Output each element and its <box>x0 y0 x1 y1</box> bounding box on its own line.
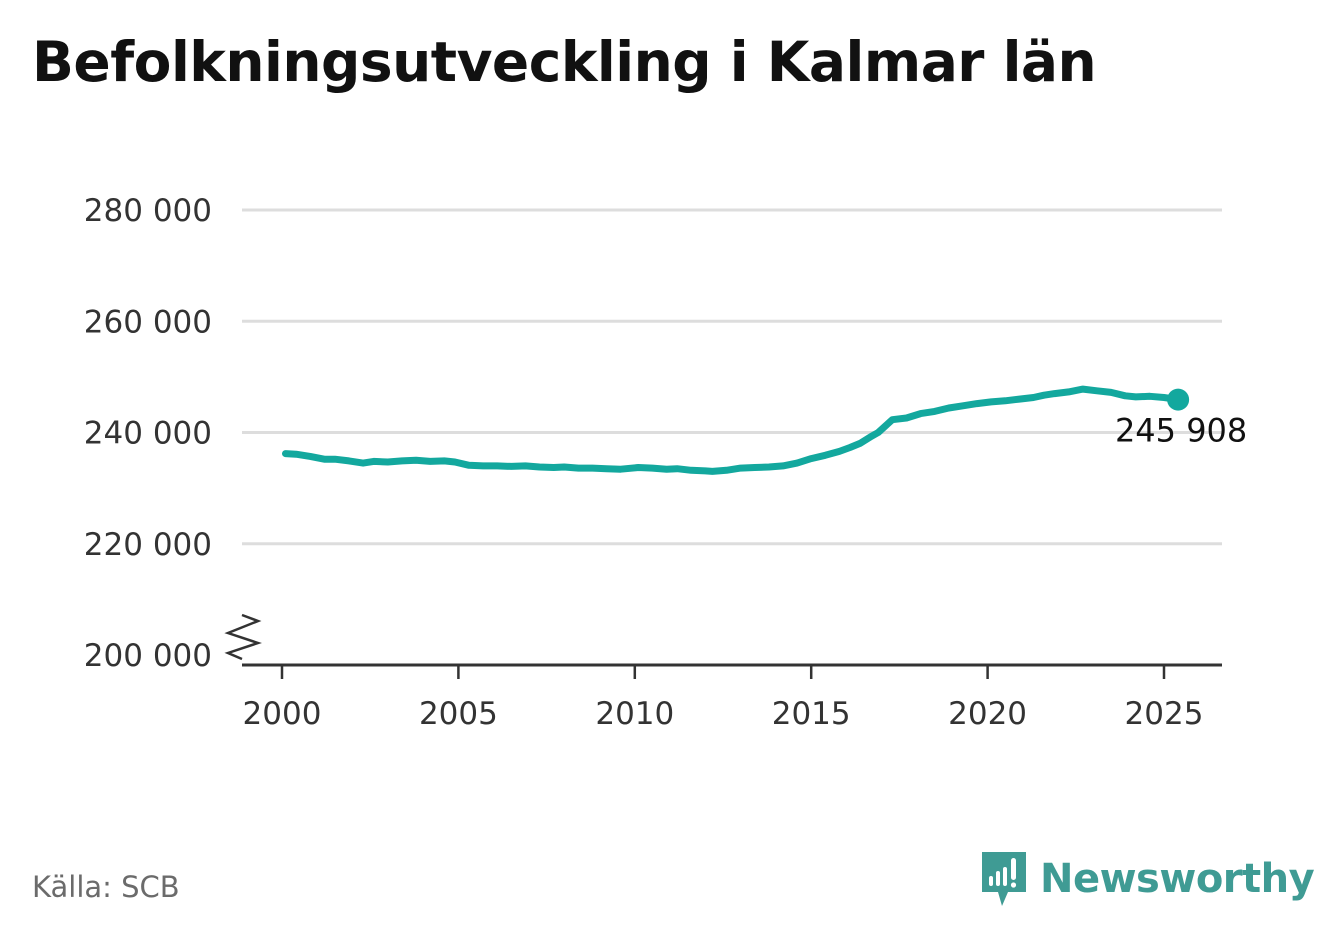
end-point <box>1167 388 1190 411</box>
x-tick-label: 2005 <box>419 696 498 732</box>
x-tick-label: 2025 <box>1125 696 1204 732</box>
brand-name: Newsworthy <box>1040 856 1315 902</box>
newsworthy-logo-icon <box>982 852 1026 906</box>
source-note: Källa: SCB <box>32 870 180 904</box>
y-tick-label: 200 000 <box>84 638 212 674</box>
y-tick-label: 220 000 <box>84 527 212 563</box>
end-value-label: 245 908 <box>1115 412 1247 450</box>
y-tick-label: 260 000 <box>84 304 212 340</box>
y-axis-break <box>224 613 262 661</box>
chart-title: Befolkningsutveckling i Kalmar län <box>32 30 1097 94</box>
y-tick-label: 240 000 <box>84 416 212 452</box>
y-tick-label: 280 000 <box>84 193 212 229</box>
brand-logo: Newsworthy <box>980 850 1315 908</box>
x-tick-label: 2015 <box>772 696 851 732</box>
x-tick-label: 2010 <box>595 696 674 732</box>
series-line <box>282 385 1182 475</box>
x-tick-label: 2020 <box>948 696 1027 732</box>
series-layer: 245 908 <box>282 385 1247 475</box>
gridlines <box>242 208 1222 546</box>
y-tick-labels: 200 000 220 000 240 000 260 000 280 000 <box>84 193 262 674</box>
x-tick-label: 2000 <box>243 696 322 732</box>
x-axis: 2000 2005 2010 2015 2020 2025 <box>242 663 1222 732</box>
